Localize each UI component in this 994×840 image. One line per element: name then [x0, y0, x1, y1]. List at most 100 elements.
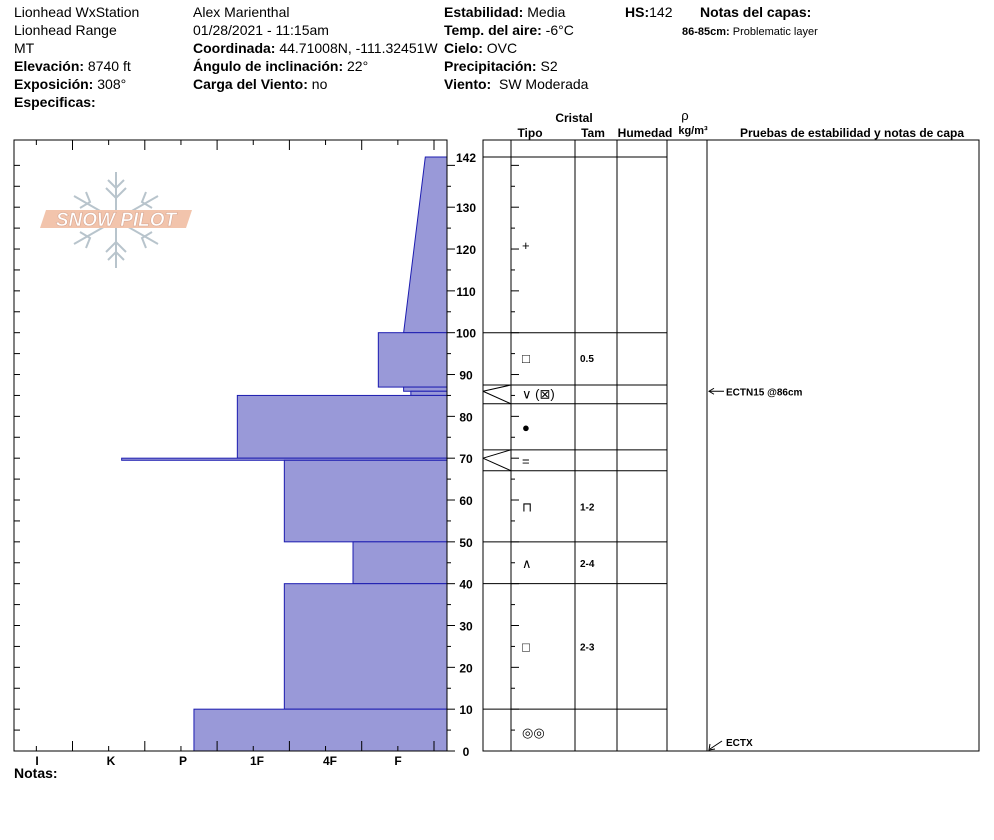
test-arrow [709, 740, 723, 750]
station-name: Lionhead WxStation [14, 4, 140, 20]
depth-tick-label: 30 [459, 620, 473, 634]
hardness-layer [283, 583, 448, 710]
hardness-layer [403, 386, 448, 392]
slope-value: 22° [347, 58, 369, 74]
elevation-value: 8740 ft [87, 58, 131, 74]
hardness-layer [236, 394, 448, 459]
notes-label: Notas: [14, 765, 58, 781]
coord-value: 44.71008N, -111.32451W [279, 40, 438, 56]
aspect-label: Exposición: [14, 76, 94, 92]
depth-tick-label: 130 [456, 201, 476, 215]
crystal-type: ◎◎ [522, 725, 545, 740]
crystal-type: ∧ [522, 556, 532, 571]
crystal-type: ⊓ [522, 499, 532, 514]
wind-label: Viento: [444, 76, 492, 92]
layer-note-depth: 86-85cm: [682, 26, 730, 38]
precipitation: Precipitación: S2 [444, 57, 558, 75]
header-size: Tam [581, 126, 605, 140]
coordinates: Coordinada: 44.71008N, -111.32451W [193, 39, 438, 57]
crystal-type: + [522, 238, 530, 253]
snowpilot-logo: SNOW PILOT [40, 172, 192, 268]
crystal-type: □ [522, 351, 530, 366]
stability-test-label: ECTX [726, 738, 753, 749]
wind-value: SW Moderada [498, 76, 589, 92]
crystal-type: ● [522, 420, 530, 435]
wind-loading-label: Carga del Viento: [193, 76, 308, 92]
header-rho: ρ [681, 108, 688, 123]
depth-tick-label: 100 [456, 327, 476, 341]
hardness-axis: I K P 1F 4F F [14, 140, 435, 768]
crystal-type: ∨ (⊠) [522, 386, 555, 401]
crystal-size: 0.5 [580, 354, 594, 365]
hardness-tick-label: K [107, 754, 116, 768]
air-temp-label: Temp. del aire: [444, 22, 542, 38]
stability: Estabilidad: Media [444, 3, 565, 21]
hardness-layer [377, 332, 448, 388]
wind-loading-value: no [311, 76, 328, 92]
depth-tick-label: 80 [459, 410, 473, 424]
crystal-size: 2-4 [580, 559, 595, 570]
elevation-label: Elevación: [14, 58, 85, 74]
crystal-size: 2-3 [580, 642, 595, 653]
precip-value: S2 [540, 58, 558, 74]
layer-rows: + □ 0.5 ∨ (⊠) ● = ⊓ 1-2 ∧ 2-4 □ 2-3 ◎◎ [482, 238, 667, 740]
aspect: Exposición: 308° [14, 75, 126, 93]
hardness-plot-frame [13, 139, 448, 752]
depth-tick-label: 120 [456, 243, 476, 257]
hardness-tick-label: P [179, 754, 187, 768]
specifics-label: Especificas: [14, 94, 96, 110]
hardness-layer [193, 708, 448, 752]
coord-label: Coordinada: [193, 40, 276, 56]
stability-test-label: ECTN15 @86cm [726, 387, 803, 398]
hardness-layer [352, 541, 448, 585]
depth-tick-label: 0 [463, 745, 470, 759]
hardness-profile [121, 156, 448, 752]
hardness-tick-label: 4F [323, 754, 337, 768]
slope-label: Ángulo de inclinación: [193, 58, 344, 74]
hardness-tick-label: 1F [250, 754, 264, 768]
layer-note-text: Problematic layer [732, 26, 818, 38]
hardness-layer [403, 156, 448, 334]
layer-connector [482, 390, 512, 405]
crystal-type: □ [522, 639, 530, 654]
crystal-type: = [522, 453, 530, 468]
depth-tick-label: 50 [459, 536, 473, 550]
hardness-layer [410, 390, 448, 396]
header-moisture: Humedad [618, 126, 673, 140]
aspect-value: 308° [97, 76, 127, 92]
header-crystal: Cristal [555, 111, 592, 125]
hardness-tick-label: I [35, 754, 38, 768]
wind: Viento: SW Moderada [444, 75, 588, 93]
observation-datetime: 01/28/2021 - 11:15am [193, 22, 329, 38]
range-name: Lionhead Range [14, 22, 117, 38]
layer-table [482, 139, 980, 752]
layer-connector [482, 384, 512, 392]
sky-value: OVC [486, 40, 518, 56]
test-arrowhead [708, 743, 716, 751]
logo-text: SNOW PILOT [56, 210, 178, 231]
header-density-unit: kg/m³ [678, 125, 708, 137]
hs-value: 142 [649, 4, 673, 20]
depth-tick-label: 70 [459, 452, 473, 466]
sky-label: Cielo: [444, 40, 483, 56]
test-arrowhead [708, 387, 715, 395]
state-name: MT [14, 40, 35, 56]
hardness-layer [283, 459, 448, 543]
crystal-size: 1-2 [580, 502, 595, 513]
header-type: Tipo [517, 126, 542, 140]
slope-angle: Ángulo de inclinación: 22° [193, 57, 368, 75]
depth-tick-label: 60 [459, 494, 473, 508]
depth-tick-label: 142 [456, 151, 476, 165]
observer-name: Alex Marienthal [193, 4, 290, 20]
layer-connector [482, 457, 512, 472]
depth-tick-label: 40 [459, 578, 473, 592]
stability-tests: ECTN15 @86cm ECTX [708, 387, 803, 751]
air-temp: Temp. del aire: -6°C [444, 21, 574, 39]
snow-height: HS:142 [625, 3, 672, 21]
depth-tick-label: 110 [456, 285, 476, 299]
stability-value: Media [527, 4, 566, 20]
air-temp-value: -6°C [545, 22, 574, 38]
layer-table-frame [482, 139, 980, 752]
